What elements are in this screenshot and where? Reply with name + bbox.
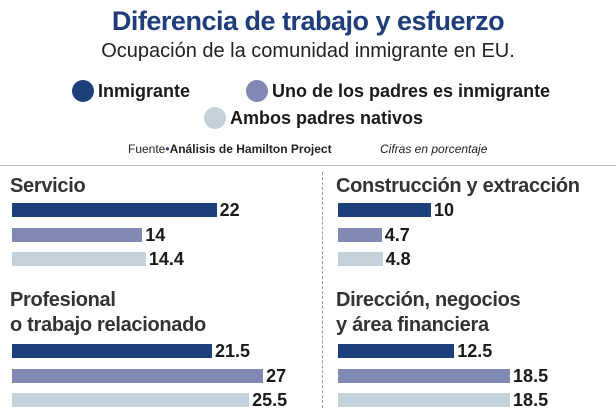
legend-item: Inmigrante — [72, 80, 190, 102]
bullet: • — [165, 142, 170, 156]
value-label: 21.5 — [214, 341, 250, 361]
panel-title: Servicio — [10, 175, 86, 197]
bar — [338, 393, 511, 407]
chart-subtitle: Ocupación de la comunidad inmigrante en … — [101, 40, 515, 62]
note: Cifras en porcentaje — [380, 142, 488, 156]
bar — [338, 203, 431, 217]
value-label: 18.5 — [513, 390, 549, 408]
legend-swatch — [204, 107, 226, 129]
value-label: 10 — [434, 200, 455, 220]
bar — [338, 344, 455, 358]
source-label: Fuente — [128, 142, 166, 156]
legend-label: Uno de los padres es inmigrante — [272, 80, 551, 101]
bar — [12, 393, 250, 407]
chart-title: Diferencia de trabajo y esfuerzo — [111, 6, 505, 36]
bar — [12, 368, 264, 383]
value-label: 27 — [266, 365, 287, 386]
value-label: 14 — [145, 224, 166, 245]
value-label: 14.4 — [148, 249, 184, 269]
bar — [12, 203, 217, 217]
source: Análisis de Hamilton Project — [169, 142, 332, 156]
legend-label: Inmigrante — [98, 80, 191, 101]
value-label: 25.5 — [252, 390, 288, 408]
divider — [0, 165, 616, 166]
bar — [12, 252, 146, 266]
bar — [338, 368, 511, 383]
value-label: 22 — [219, 200, 240, 220]
divider — [322, 172, 323, 408]
legend-item: Uno de los padres es inmigrante — [246, 80, 550, 102]
panel-title: Construcción y extracción — [336, 175, 580, 197]
value-label: 4.8 — [385, 249, 411, 269]
legend-label: Ambos padres nativos — [230, 107, 424, 128]
bar — [338, 227, 382, 242]
value-label: 18.5 — [513, 365, 549, 386]
legend-swatch — [246, 80, 268, 102]
panel-title: Profesional o trabajo relacionado — [10, 289, 206, 336]
legend-swatch — [72, 80, 94, 102]
bar — [12, 227, 143, 242]
value-label: 4.7 — [384, 224, 410, 245]
value-label: 12.5 — [457, 341, 493, 361]
source-line: Fuente•Análisis de Hamilton Project — [128, 142, 332, 156]
bar — [338, 252, 383, 266]
bar — [12, 344, 212, 358]
legend-item: Ambos padres nativos — [204, 107, 423, 129]
panel-title: Dirección, negocios y área financiera — [336, 289, 521, 336]
